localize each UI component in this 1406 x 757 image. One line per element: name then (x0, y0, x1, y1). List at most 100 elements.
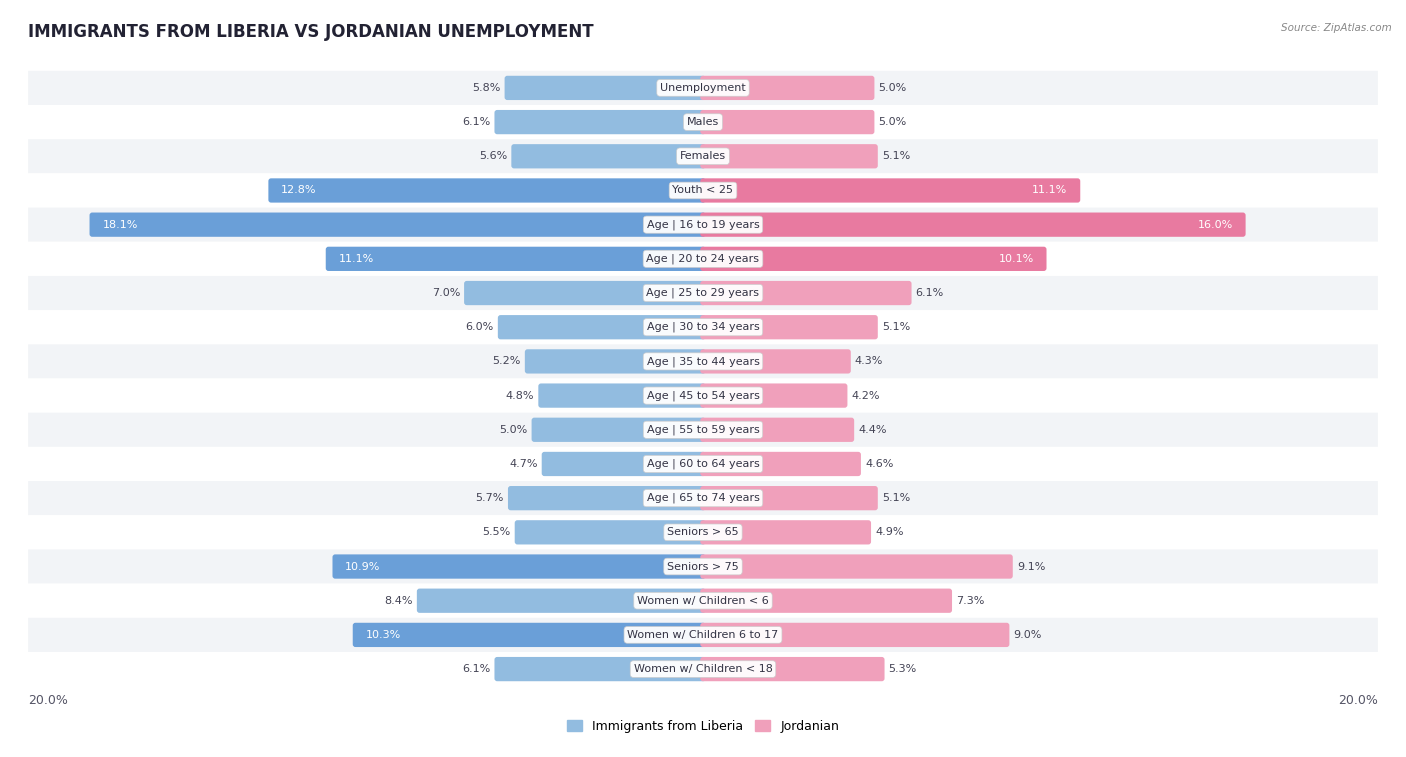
FancyBboxPatch shape (700, 315, 877, 339)
Text: 6.1%: 6.1% (915, 288, 943, 298)
FancyBboxPatch shape (28, 516, 1378, 550)
Text: Women w/ Children < 6: Women w/ Children < 6 (637, 596, 769, 606)
FancyBboxPatch shape (700, 349, 851, 373)
FancyBboxPatch shape (700, 623, 1010, 647)
FancyBboxPatch shape (700, 418, 855, 442)
Text: 10.3%: 10.3% (366, 630, 401, 640)
FancyBboxPatch shape (498, 315, 706, 339)
Text: 5.5%: 5.5% (482, 528, 510, 537)
FancyBboxPatch shape (28, 447, 1378, 481)
FancyBboxPatch shape (538, 384, 706, 408)
Text: 20.0%: 20.0% (1339, 693, 1378, 707)
FancyBboxPatch shape (28, 139, 1378, 173)
Text: 16.0%: 16.0% (1198, 220, 1233, 229)
FancyBboxPatch shape (269, 179, 706, 203)
Text: 4.3%: 4.3% (855, 357, 883, 366)
Text: 5.1%: 5.1% (882, 151, 910, 161)
Text: 4.9%: 4.9% (875, 528, 904, 537)
Text: 5.6%: 5.6% (479, 151, 508, 161)
Text: 5.1%: 5.1% (882, 493, 910, 503)
Text: IMMIGRANTS FROM LIBERIA VS JORDANIAN UNEMPLOYMENT: IMMIGRANTS FROM LIBERIA VS JORDANIAN UNE… (28, 23, 593, 41)
Text: Women w/ Children 6 to 17: Women w/ Children 6 to 17 (627, 630, 779, 640)
Text: Women w/ Children < 18: Women w/ Children < 18 (634, 664, 772, 674)
FancyBboxPatch shape (524, 349, 706, 373)
Text: 4.4%: 4.4% (858, 425, 887, 435)
Text: 6.0%: 6.0% (465, 322, 494, 332)
FancyBboxPatch shape (541, 452, 706, 476)
FancyBboxPatch shape (90, 213, 706, 237)
Text: Age | 16 to 19 years: Age | 16 to 19 years (647, 220, 759, 230)
FancyBboxPatch shape (332, 554, 706, 578)
FancyBboxPatch shape (700, 520, 872, 544)
Text: 5.0%: 5.0% (499, 425, 527, 435)
FancyBboxPatch shape (28, 652, 1378, 686)
Text: 5.1%: 5.1% (882, 322, 910, 332)
Text: Age | 25 to 29 years: Age | 25 to 29 years (647, 288, 759, 298)
FancyBboxPatch shape (464, 281, 706, 305)
FancyBboxPatch shape (28, 241, 1378, 276)
Text: 4.6%: 4.6% (865, 459, 893, 469)
FancyBboxPatch shape (28, 344, 1378, 378)
FancyBboxPatch shape (700, 452, 860, 476)
FancyBboxPatch shape (700, 281, 911, 305)
FancyBboxPatch shape (28, 310, 1378, 344)
FancyBboxPatch shape (505, 76, 706, 100)
Text: Seniors > 75: Seniors > 75 (666, 562, 740, 572)
FancyBboxPatch shape (28, 481, 1378, 516)
Text: 5.0%: 5.0% (879, 117, 907, 127)
FancyBboxPatch shape (495, 657, 706, 681)
FancyBboxPatch shape (700, 179, 1080, 203)
FancyBboxPatch shape (353, 623, 706, 647)
FancyBboxPatch shape (28, 618, 1378, 652)
Text: 4.7%: 4.7% (509, 459, 537, 469)
Text: Youth < 25: Youth < 25 (672, 185, 734, 195)
Text: 6.1%: 6.1% (463, 664, 491, 674)
FancyBboxPatch shape (512, 144, 706, 168)
Text: Age | 45 to 54 years: Age | 45 to 54 years (647, 391, 759, 401)
Text: 8.4%: 8.4% (384, 596, 413, 606)
FancyBboxPatch shape (28, 276, 1378, 310)
Text: 7.3%: 7.3% (956, 596, 984, 606)
Text: Age | 35 to 44 years: Age | 35 to 44 years (647, 356, 759, 366)
FancyBboxPatch shape (700, 554, 1012, 578)
FancyBboxPatch shape (28, 584, 1378, 618)
FancyBboxPatch shape (28, 71, 1378, 105)
FancyBboxPatch shape (700, 384, 848, 408)
Text: 5.0%: 5.0% (879, 83, 907, 93)
Text: 12.8%: 12.8% (281, 185, 316, 195)
FancyBboxPatch shape (28, 413, 1378, 447)
FancyBboxPatch shape (700, 247, 1046, 271)
Text: 5.3%: 5.3% (889, 664, 917, 674)
FancyBboxPatch shape (531, 418, 706, 442)
Text: 5.7%: 5.7% (475, 493, 503, 503)
FancyBboxPatch shape (700, 110, 875, 134)
Text: Age | 30 to 34 years: Age | 30 to 34 years (647, 322, 759, 332)
FancyBboxPatch shape (28, 550, 1378, 584)
Text: 18.1%: 18.1% (103, 220, 138, 229)
Text: Unemployment: Unemployment (661, 83, 745, 93)
FancyBboxPatch shape (28, 105, 1378, 139)
Text: 20.0%: 20.0% (28, 693, 67, 707)
FancyBboxPatch shape (700, 589, 952, 613)
Text: Seniors > 65: Seniors > 65 (668, 528, 738, 537)
Text: 11.1%: 11.1% (339, 254, 374, 264)
Text: 11.1%: 11.1% (1032, 185, 1067, 195)
FancyBboxPatch shape (515, 520, 706, 544)
FancyBboxPatch shape (326, 247, 706, 271)
Text: 4.8%: 4.8% (506, 391, 534, 400)
Text: Source: ZipAtlas.com: Source: ZipAtlas.com (1281, 23, 1392, 33)
FancyBboxPatch shape (28, 173, 1378, 207)
Text: Age | 60 to 64 years: Age | 60 to 64 years (647, 459, 759, 469)
Text: Age | 65 to 74 years: Age | 65 to 74 years (647, 493, 759, 503)
Legend: Immigrants from Liberia, Jordanian: Immigrants from Liberia, Jordanian (562, 715, 844, 738)
FancyBboxPatch shape (700, 657, 884, 681)
FancyBboxPatch shape (495, 110, 706, 134)
Text: Age | 55 to 59 years: Age | 55 to 59 years (647, 425, 759, 435)
Text: 5.2%: 5.2% (492, 357, 520, 366)
Text: 9.1%: 9.1% (1017, 562, 1045, 572)
Text: 9.0%: 9.0% (1014, 630, 1042, 640)
FancyBboxPatch shape (700, 486, 877, 510)
FancyBboxPatch shape (28, 378, 1378, 413)
Text: Females: Females (681, 151, 725, 161)
FancyBboxPatch shape (700, 76, 875, 100)
